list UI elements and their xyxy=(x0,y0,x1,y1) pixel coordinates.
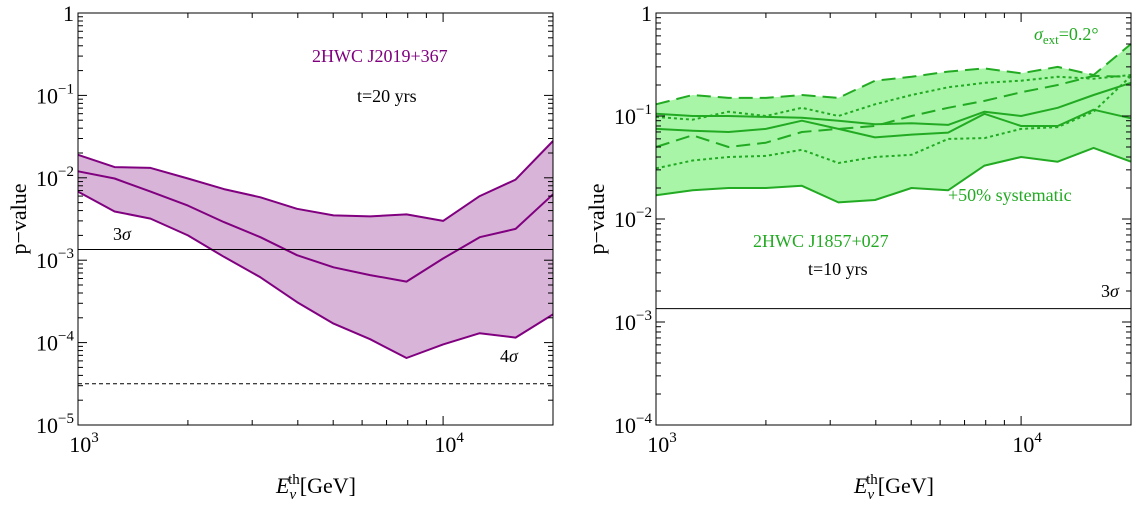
right-series-line-middle-dashed xyxy=(655,74,1132,148)
left-plot-area xyxy=(77,140,554,385)
right-ytick-label: 10−2 xyxy=(614,205,652,232)
left-time-label: t=20 yrs xyxy=(357,86,417,106)
left-xtick-label: 103 xyxy=(69,430,99,457)
right-plot-frame xyxy=(655,12,1132,426)
left-y-axis-label: p−value xyxy=(6,183,31,254)
right-ytick-label: 10−4 xyxy=(614,411,652,438)
left-4sigma-label: 4σ xyxy=(500,346,519,366)
right-x-axis-label: Eνth[GeV] xyxy=(853,472,934,503)
left-ytick-label: 10−2 xyxy=(36,164,74,191)
left-series-line-central xyxy=(77,170,554,283)
right-series-line-upper-solid xyxy=(655,81,1132,126)
left-ytick-label: 1 xyxy=(63,1,74,26)
right-series-line-lower-solid xyxy=(655,146,1132,204)
left-xtick-label: 104 xyxy=(434,430,464,457)
left-ytick-label: 10−5 xyxy=(36,411,74,438)
right-ytick-label: 10−3 xyxy=(614,308,652,335)
right-ytick-label: 1 xyxy=(641,1,652,26)
right-xtick-label: 104 xyxy=(1012,430,1042,457)
left-ytick-label: 10−1 xyxy=(36,81,74,108)
right-plot-area xyxy=(655,43,1132,310)
right-y-axis-label: p−value xyxy=(584,183,609,254)
right-series-line-upper-dashed xyxy=(655,43,1132,106)
right-series-line-central-solid xyxy=(655,108,1132,139)
right-ext-label: σext=0.2° xyxy=(1034,24,1099,47)
left-ytick-label: 10−3 xyxy=(36,246,74,273)
right-series-line-lower-dotted xyxy=(655,75,1132,170)
right-source-label: 2HWC J1857+027 xyxy=(753,231,889,251)
right-syst-label: +50% systematic xyxy=(948,185,1072,205)
right-3sigma-label: 3σ xyxy=(1101,281,1120,301)
right-xtick-label: 103 xyxy=(647,430,677,457)
left-series-line-lower xyxy=(77,190,554,359)
left-plot-frame xyxy=(77,12,554,426)
right-ytick-label: 10−1 xyxy=(614,102,652,129)
left-series-line-upper xyxy=(77,140,554,222)
left-source-label: 2HWC J2019+367 xyxy=(312,46,448,66)
left-3sigma-label: 3σ xyxy=(113,224,132,244)
right-series-line-upper-dotted xyxy=(655,74,1132,121)
right-time-label: t=10 yrs xyxy=(808,259,868,279)
left-x-axis-label: Eνth[GeV] xyxy=(275,472,356,503)
left-ytick-label: 10−4 xyxy=(36,329,74,356)
